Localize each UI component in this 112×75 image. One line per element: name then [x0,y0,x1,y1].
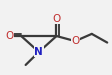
Text: O: O [5,31,14,41]
Text: O: O [52,14,60,24]
Text: N: N [34,47,43,57]
Text: O: O [70,36,79,46]
